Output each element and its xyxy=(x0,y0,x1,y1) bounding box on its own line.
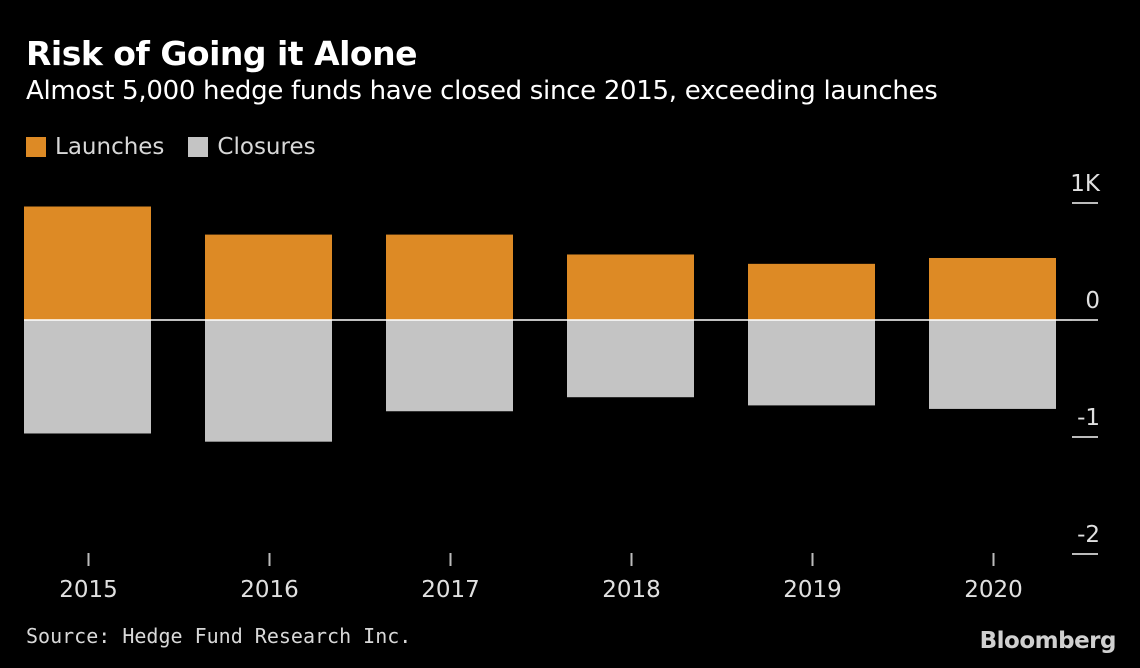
bar-launches-2018 xyxy=(567,254,694,320)
x-tick-label-2016: 2016 xyxy=(240,577,299,603)
bar-closures-2018 xyxy=(567,320,694,398)
legend-label-closures: Closures xyxy=(217,134,316,160)
bar-launches-2015 xyxy=(24,206,151,320)
bar-launches-2019 xyxy=(748,263,875,320)
legend-label-launches: Launches xyxy=(55,134,165,160)
y-tick-label--2: -2 xyxy=(1077,522,1100,548)
bar-closures-2016 xyxy=(205,320,332,442)
y-tick-label-1K: 1K xyxy=(1070,171,1101,197)
x-tick-label-2020: 2020 xyxy=(964,577,1023,603)
bar-launches-2016 xyxy=(205,234,332,320)
bar-closures-2020 xyxy=(929,320,1056,409)
x-tick-label-2018: 2018 xyxy=(602,577,661,603)
chart-subtitle: Almost 5,000 hedge funds have closed sin… xyxy=(26,76,938,106)
x-tick-label-2015: 2015 xyxy=(59,577,118,603)
bar-launches-2020 xyxy=(929,257,1056,320)
x-tick-label-2019: 2019 xyxy=(783,577,842,603)
source-note: Source: Hedge Fund Research Inc. xyxy=(26,624,412,648)
legend-item-launches: Launches xyxy=(26,134,164,160)
legend: Launches Closures xyxy=(26,134,340,160)
bar-launches-2017 xyxy=(386,234,513,320)
legend-swatch-closures xyxy=(188,137,209,157)
bar-closures-2017 xyxy=(386,320,513,412)
chart-title: Risk of Going it Alone xyxy=(26,34,417,73)
bloomberg-logo: Bloomberg xyxy=(979,628,1117,654)
y-tick-label--1: -1 xyxy=(1077,405,1100,431)
bar-closures-2015 xyxy=(24,320,151,434)
legend-swatch-launches xyxy=(26,137,46,157)
x-tick-label-2017: 2017 xyxy=(421,577,480,603)
legend-item-closures: Closures xyxy=(188,134,316,160)
y-tick-label-0: 0 xyxy=(1085,288,1100,314)
bar-closures-2019 xyxy=(748,320,875,406)
